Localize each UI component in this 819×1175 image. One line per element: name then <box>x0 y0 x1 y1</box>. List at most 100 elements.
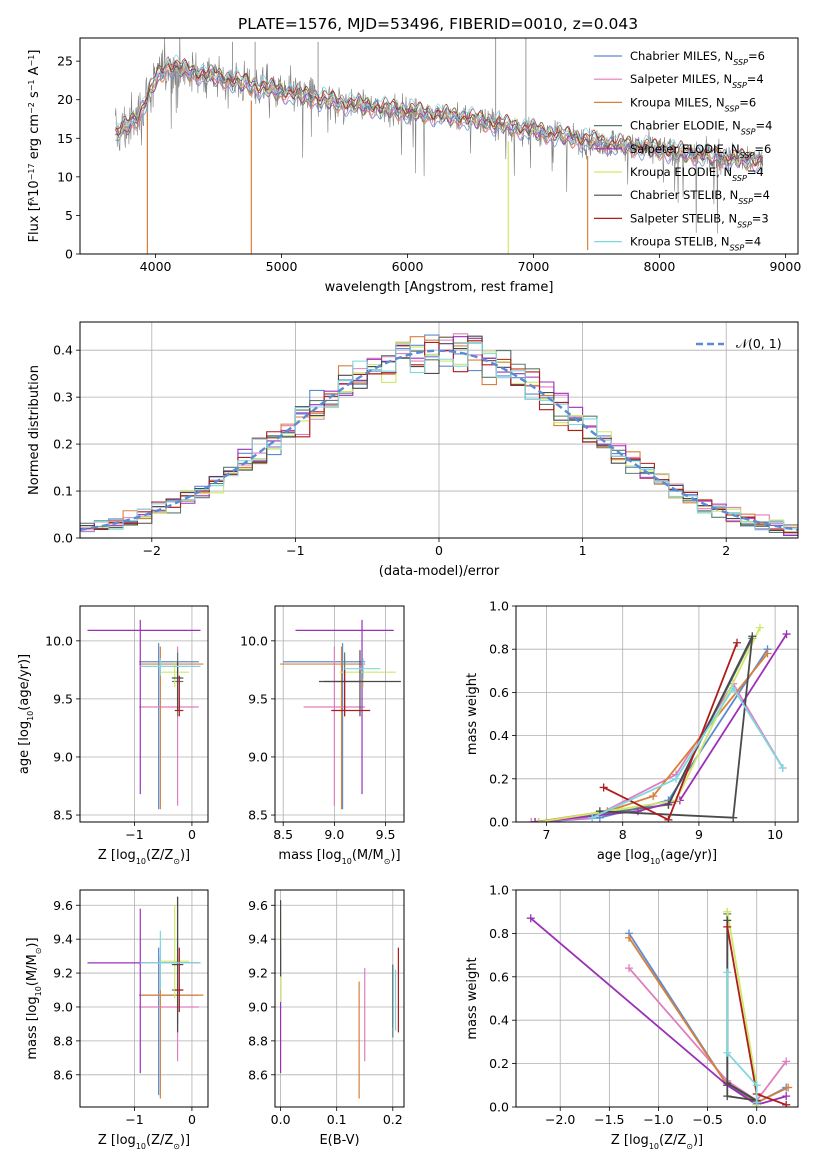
weight-point-marker <box>624 933 633 942</box>
legend-label-sub: SSP <box>741 127 756 136</box>
age-vs-Z-plot-area <box>87 619 204 810</box>
legend-label: Kroupa MILES, NSSP=6 <box>630 95 756 113</box>
mass-vs-ebv-ytick-label: 9.4 <box>248 932 268 947</box>
legend-label-end: =4 <box>747 165 764 179</box>
weight-vs-Z-xlabel: Z [log10(Z/Z⊙)] <box>611 1133 703 1151</box>
spectrum-ylabel-part: −1 <box>27 79 36 91</box>
legend-label-sub: SSP <box>725 104 740 113</box>
mass-vs-ebv-xtick-label: 0.1 <box>327 1112 347 1127</box>
mass-vs-Z-ytick-label: 8.6 <box>53 1067 73 1082</box>
mass-vs-Z-ylabel-part: 10 <box>34 986 43 996</box>
legend-label-main: Chabrier STELIB, N <box>630 188 738 202</box>
weight-point-marker <box>752 1098 761 1107</box>
mass-vs-Z-ylabel-part: mass [log <box>25 996 40 1059</box>
weight-vs-Z-xtick-label: −1.5 <box>594 1112 624 1127</box>
weight-point-marker <box>599 783 608 792</box>
mass-vs-ebv-plot-area <box>280 900 399 1099</box>
weight-vs-age-ytick-label: 0.4 <box>489 728 509 743</box>
age-vs-Z-xtick-label: 0 <box>188 827 196 842</box>
mass-vs-Z-xlabel: Z [log10(Z/Z⊙)] <box>98 1133 190 1151</box>
weight-point-marker <box>588 813 597 822</box>
residuals-frame <box>79 321 799 539</box>
spectrum-ylabel-part: λ <box>27 197 36 202</box>
spectrum-model-line <box>115 58 764 168</box>
residuals-xtick-label: 1 <box>579 543 587 558</box>
weight-series-line <box>538 637 754 822</box>
age-vs-mass-ytick-label: 9.0 <box>248 749 268 764</box>
mass-vs-Z-xlabel-part: 10 <box>136 1142 146 1151</box>
weight-vs-age-ytick-label: 0.2 <box>489 771 509 786</box>
legend-label: Chabrier ELODIE, NSSP=4 <box>630 119 772 137</box>
weight-point-marker <box>664 815 673 822</box>
mass-vs-Z-xlabel-part: (Z/Z <box>146 1133 173 1148</box>
mass-vs-ebv-ytick-label: 9.2 <box>248 966 268 981</box>
spectrum-axes: 4000 5000 6000 7000 8000 9000 0 5 10 15 20 25 wavele… <box>27 50 802 295</box>
age-vs-Z-xlabel-part: )] <box>180 848 190 863</box>
spectrum-ylabel-part: erg cm <box>27 114 42 163</box>
age-vs-Z-xlabel-part: Z [log <box>98 848 136 863</box>
weight-vs-Z-axes: −2.0 −1.5 −1.0 −0.5 0.0 0.0 0.2 0.4 0.6 0.8 1.0 Z [… <box>465 883 798 1151</box>
legend-label-main: Kroupa MILES, N <box>630 95 725 109</box>
legend-label-sub: SSP <box>732 81 747 90</box>
mass-vs-Z-ytick-label: 9.2 <box>53 966 73 981</box>
weight-point-marker <box>729 813 738 822</box>
age-vs-mass-plot-area <box>280 619 401 810</box>
weight-vs-Z-ytick-label: 0.2 <box>489 1056 509 1071</box>
legend-label-end: =4 <box>756 119 773 133</box>
legend-label-sub: SSP <box>733 58 748 67</box>
legend-label-main: Chabrier MILES, N <box>630 49 733 63</box>
legend-label-end: =4 <box>747 72 764 86</box>
weight-point-marker <box>723 968 732 977</box>
residuals-ytick-label: 0.3 <box>53 390 73 405</box>
mass-vs-Z-ytick-label: 9.4 <box>53 932 73 947</box>
weight-vs-Z-xlabel-part: Z [log <box>611 1133 649 1148</box>
mass-vs-Z-ylabel-part: (M/M <box>25 954 40 986</box>
weight-point-marker <box>649 792 658 801</box>
age-vs-Z-xlabel-part: 10 <box>136 857 146 866</box>
age-vs-mass-xlabel-part: ⊙ <box>384 857 391 866</box>
age-vs-Z-xlabel: Z [log10(Z/Z⊙)] <box>98 848 190 866</box>
spectrum-frame <box>79 37 799 255</box>
mass-vs-Z-axes: −1 08.68.89.09.29.49.6Z [log10(Z/Z⊙)]mass… <box>25 890 208 1151</box>
spectrum-ytick-label: 10 <box>57 169 73 184</box>
residuals-ylabel: Normed distribution <box>27 365 42 495</box>
weight-vs-age-xtick-label: 9 <box>695 827 703 842</box>
weight-series-line <box>591 686 784 819</box>
spectrum-ylabel-part: Flux [f <box>27 201 42 242</box>
age-vs-Z-ylabel-part: (age/yr)] <box>17 654 32 711</box>
age-vs-mass-ytick-label: 8.5 <box>248 808 268 823</box>
age-vs-Z-xlabel-part: ⊙ <box>173 857 180 866</box>
weight-point-marker <box>723 922 732 931</box>
weight-point-marker <box>526 914 535 923</box>
legend-label: Kroupa ELODIE, NSSP=4 <box>630 165 764 183</box>
age-vs-mass-xtick-label: 9.5 <box>376 827 396 842</box>
legend-label-sub: SSP <box>738 197 753 206</box>
age-vs-Z-ylabel: age [log10(age/yr)] <box>17 654 35 774</box>
age-vs-mass-xtick-label: 9.0 <box>324 827 344 842</box>
weight-vs-age-ytick-label: 0.8 <box>489 642 509 657</box>
weight-point-marker <box>664 800 673 809</box>
age-vs-mass-ytick-label: 9.5 <box>248 691 268 706</box>
mass-vs-ebv-ytick-label: 8.8 <box>248 1033 268 1048</box>
weight-vs-age-frame <box>515 605 799 823</box>
legend-label-end: =4 <box>753 188 770 202</box>
weight-vs-Z-xtick-label: −2.0 <box>545 1112 575 1127</box>
weight-series-line <box>538 627 761 822</box>
age-vs-mass-xlabel-part: 10 <box>342 857 352 866</box>
weight-point-marker <box>723 1092 732 1101</box>
age-vs-mass-xlabel: mass [log10(M/M⊙)] <box>278 848 400 866</box>
age-vs-Z-ytick-label: 8.5 <box>53 808 73 823</box>
mass-vs-Z-ytick-label: 9.0 <box>53 999 73 1014</box>
spectrum-xtick-label: 9000 <box>769 259 801 274</box>
legend-label-main: Salpeter MILES, N <box>630 72 732 86</box>
weight-series-line <box>535 633 788 822</box>
legend-label-sub: SSP <box>732 174 747 183</box>
weight-point-marker <box>624 964 633 973</box>
spectrum-xtick-label: 7000 <box>518 259 550 274</box>
mass-vs-Z-xlabel-part: ⊙ <box>173 1142 180 1151</box>
age-vs-Z-ytick-label: 9.0 <box>53 749 73 764</box>
mass-vs-Z-ylabel-part: ⊙ <box>34 948 43 955</box>
spectrum-ytick-label: 15 <box>57 131 73 146</box>
spectrum-model-line <box>115 54 764 164</box>
